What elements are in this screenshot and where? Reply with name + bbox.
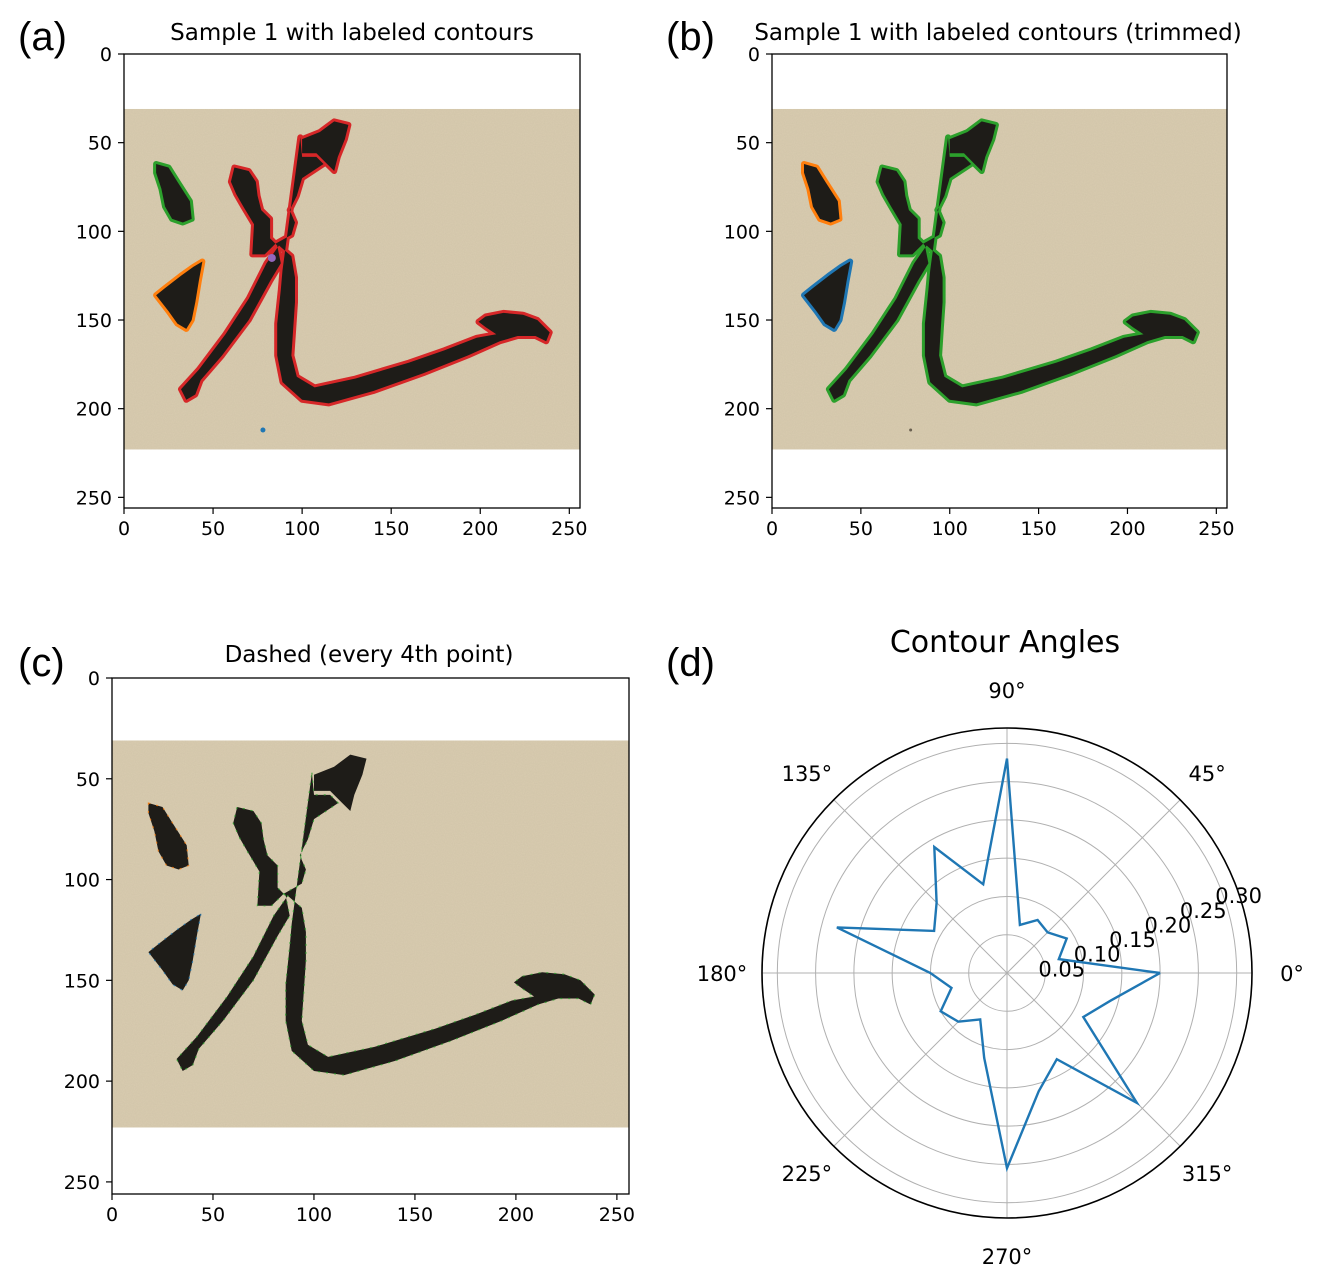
panel-b-y-tick-label-1: 50 — [736, 133, 760, 155]
panel-label-d: (d) — [666, 641, 715, 685]
polar-theta-label-1: 45° — [1188, 762, 1225, 786]
polar-theta-label-2: 90° — [988, 679, 1025, 703]
panel-c-y-tick-label-4: 200 — [64, 1071, 100, 1093]
polar-theta-label-4: 180° — [697, 962, 748, 986]
panel-b-image-plot: 0 50 100 150 200 250 0 50 100 150 200 250 — [724, 44, 1235, 540]
panel-c-y-tick-label-0: 0 — [88, 668, 100, 690]
polar-r-label-5: 0.30 — [1215, 884, 1262, 908]
panel-c-ink-dot1 — [148, 803, 189, 870]
panel-a-x-tick-label-2: 100 — [284, 518, 320, 540]
panel-b-y-tick-label-5: 250 — [724, 487, 760, 509]
panel-a-x-tick-label-3: 150 — [373, 518, 409, 540]
panel-a-contour-speck — [260, 427, 266, 433]
panel-b-axes-frame — [771, 53, 1228, 509]
panel-b-y-tick-label-3: 150 — [724, 310, 760, 332]
panel-a-y-tick-label-1: 50 — [88, 133, 112, 155]
panel-a-axes-frame — [123, 53, 581, 509]
panel-c-ink-head — [314, 754, 367, 811]
panel-b-contour-dot2 — [801, 258, 854, 332]
panel-c-y-tick-label-3: 150 — [64, 970, 100, 992]
panel-a-contour-fragment — [267, 253, 276, 262]
panel-c-x-tick-label-5: 250 — [599, 1204, 635, 1226]
panel-a-y-tick-label-3: 150 — [76, 310, 112, 332]
panel-b-x-tick-label-1: 50 — [849, 518, 873, 540]
panel-b-speck — [909, 428, 913, 432]
polar-grid-spoke-1 — [1006, 799, 1181, 974]
panel-label-a: (a) — [18, 15, 67, 59]
panel-label-c: (c) — [18, 641, 65, 685]
panel-label-b: (b) — [666, 15, 715, 59]
panel-a-x-tick-label-5: 250 — [551, 518, 587, 540]
panel-a-y-tick-label-0: 0 — [100, 44, 112, 66]
panel-a-title: Sample 1 with labeled contours — [170, 20, 534, 46]
panel-b-x-tick-label-0: 0 — [766, 518, 778, 540]
polar-theta-label-3: 135° — [782, 762, 833, 786]
panel-c-ink-dot2 — [148, 913, 201, 991]
panel-b-ink-top-head — [949, 121, 996, 171]
polar-r-label-3: 0.20 — [1144, 913, 1191, 937]
panel-c-x-tick-label-4: 200 — [498, 1204, 534, 1226]
panel-a-ink-top-dot2 — [156, 261, 203, 329]
panel-a-y-tick-label-4: 200 — [76, 399, 112, 421]
polar-grid-spoke-5 — [833, 972, 1008, 1147]
panel-b-y-tick-label-0: 0 — [748, 44, 760, 66]
panel-b-y-tick-label-4: 200 — [724, 399, 760, 421]
panel-a-x-tick-label-4: 200 — [462, 518, 498, 540]
panel-c-image-plot: 0 50 100 150 200 250 0 50 100 150 200 250 — [64, 668, 635, 1226]
polar-r-label-2: 0.15 — [1109, 928, 1156, 952]
panel-c-y-tick-label-1: 50 — [76, 769, 100, 791]
polar-theta-label-0: 0° — [1280, 962, 1304, 986]
polar-theta-label-7: 315° — [1182, 1162, 1233, 1186]
panel-b-x-tick-label-4: 200 — [1109, 518, 1145, 540]
panel-a-ink-top-head — [302, 121, 349, 171]
panel-c-x-tick-label-1: 50 — [201, 1204, 225, 1226]
panel-b-title: Sample 1 with labeled contours (trimmed) — [754, 20, 1241, 46]
panel-b-ink-top-dot2 — [804, 261, 851, 329]
polar-grid-spoke-3 — [833, 799, 1008, 974]
panel-b-x-tick-label-2: 100 — [932, 518, 968, 540]
panel-c-title: Dashed (every 4th point) — [225, 642, 514, 668]
panel-a-image-plot: 0 50 100 150 200 250 0 50 100 150 200 250 — [76, 44, 588, 540]
panel-b-y-tick-label-2: 100 — [724, 221, 760, 243]
panel-b-x-tick-label-5: 250 — [1198, 518, 1234, 540]
panel-c-x-tick-label-3: 150 — [397, 1204, 433, 1226]
polar-outer-circle — [761, 727, 1253, 1219]
panel-d-title: Contour Angles — [890, 625, 1120, 660]
panel-c-x-tick-label-2: 100 — [296, 1204, 332, 1226]
panel-a-ink-top-dot1 — [156, 164, 192, 223]
polar-r-label-4: 0.25 — [1180, 899, 1227, 923]
polar-grid-spoke-7 — [1006, 972, 1181, 1147]
panel-a-x-tick-label-0: 0 — [118, 518, 130, 540]
panel-d-polar-plot: 0°45°90°135°180°225°270°315°0.050.100.15… — [697, 679, 1304, 1269]
panel-c-x-tick-label-0: 0 — [106, 1204, 118, 1226]
panel-c-y-tick-label-5: 250 — [64, 1172, 100, 1194]
panel-c-dashed-contour-main — [175, 772, 596, 1076]
polar-theta-label-5: 225° — [782, 1162, 833, 1186]
panel-a-x-tick-label-1: 50 — [201, 518, 225, 540]
panel-b-x-tick-label-3: 150 — [1020, 518, 1056, 540]
panel-a-y-tick-label-5: 250 — [76, 487, 112, 509]
panel-b-ink-top-dot1 — [804, 164, 840, 223]
panel-a-y-tick-label-2: 100 — [76, 221, 112, 243]
panel-c-y-tick-label-2: 100 — [64, 870, 100, 892]
panel-c-axes-frame — [111, 677, 630, 1195]
polar-theta-label-6: 270° — [982, 1245, 1033, 1269]
